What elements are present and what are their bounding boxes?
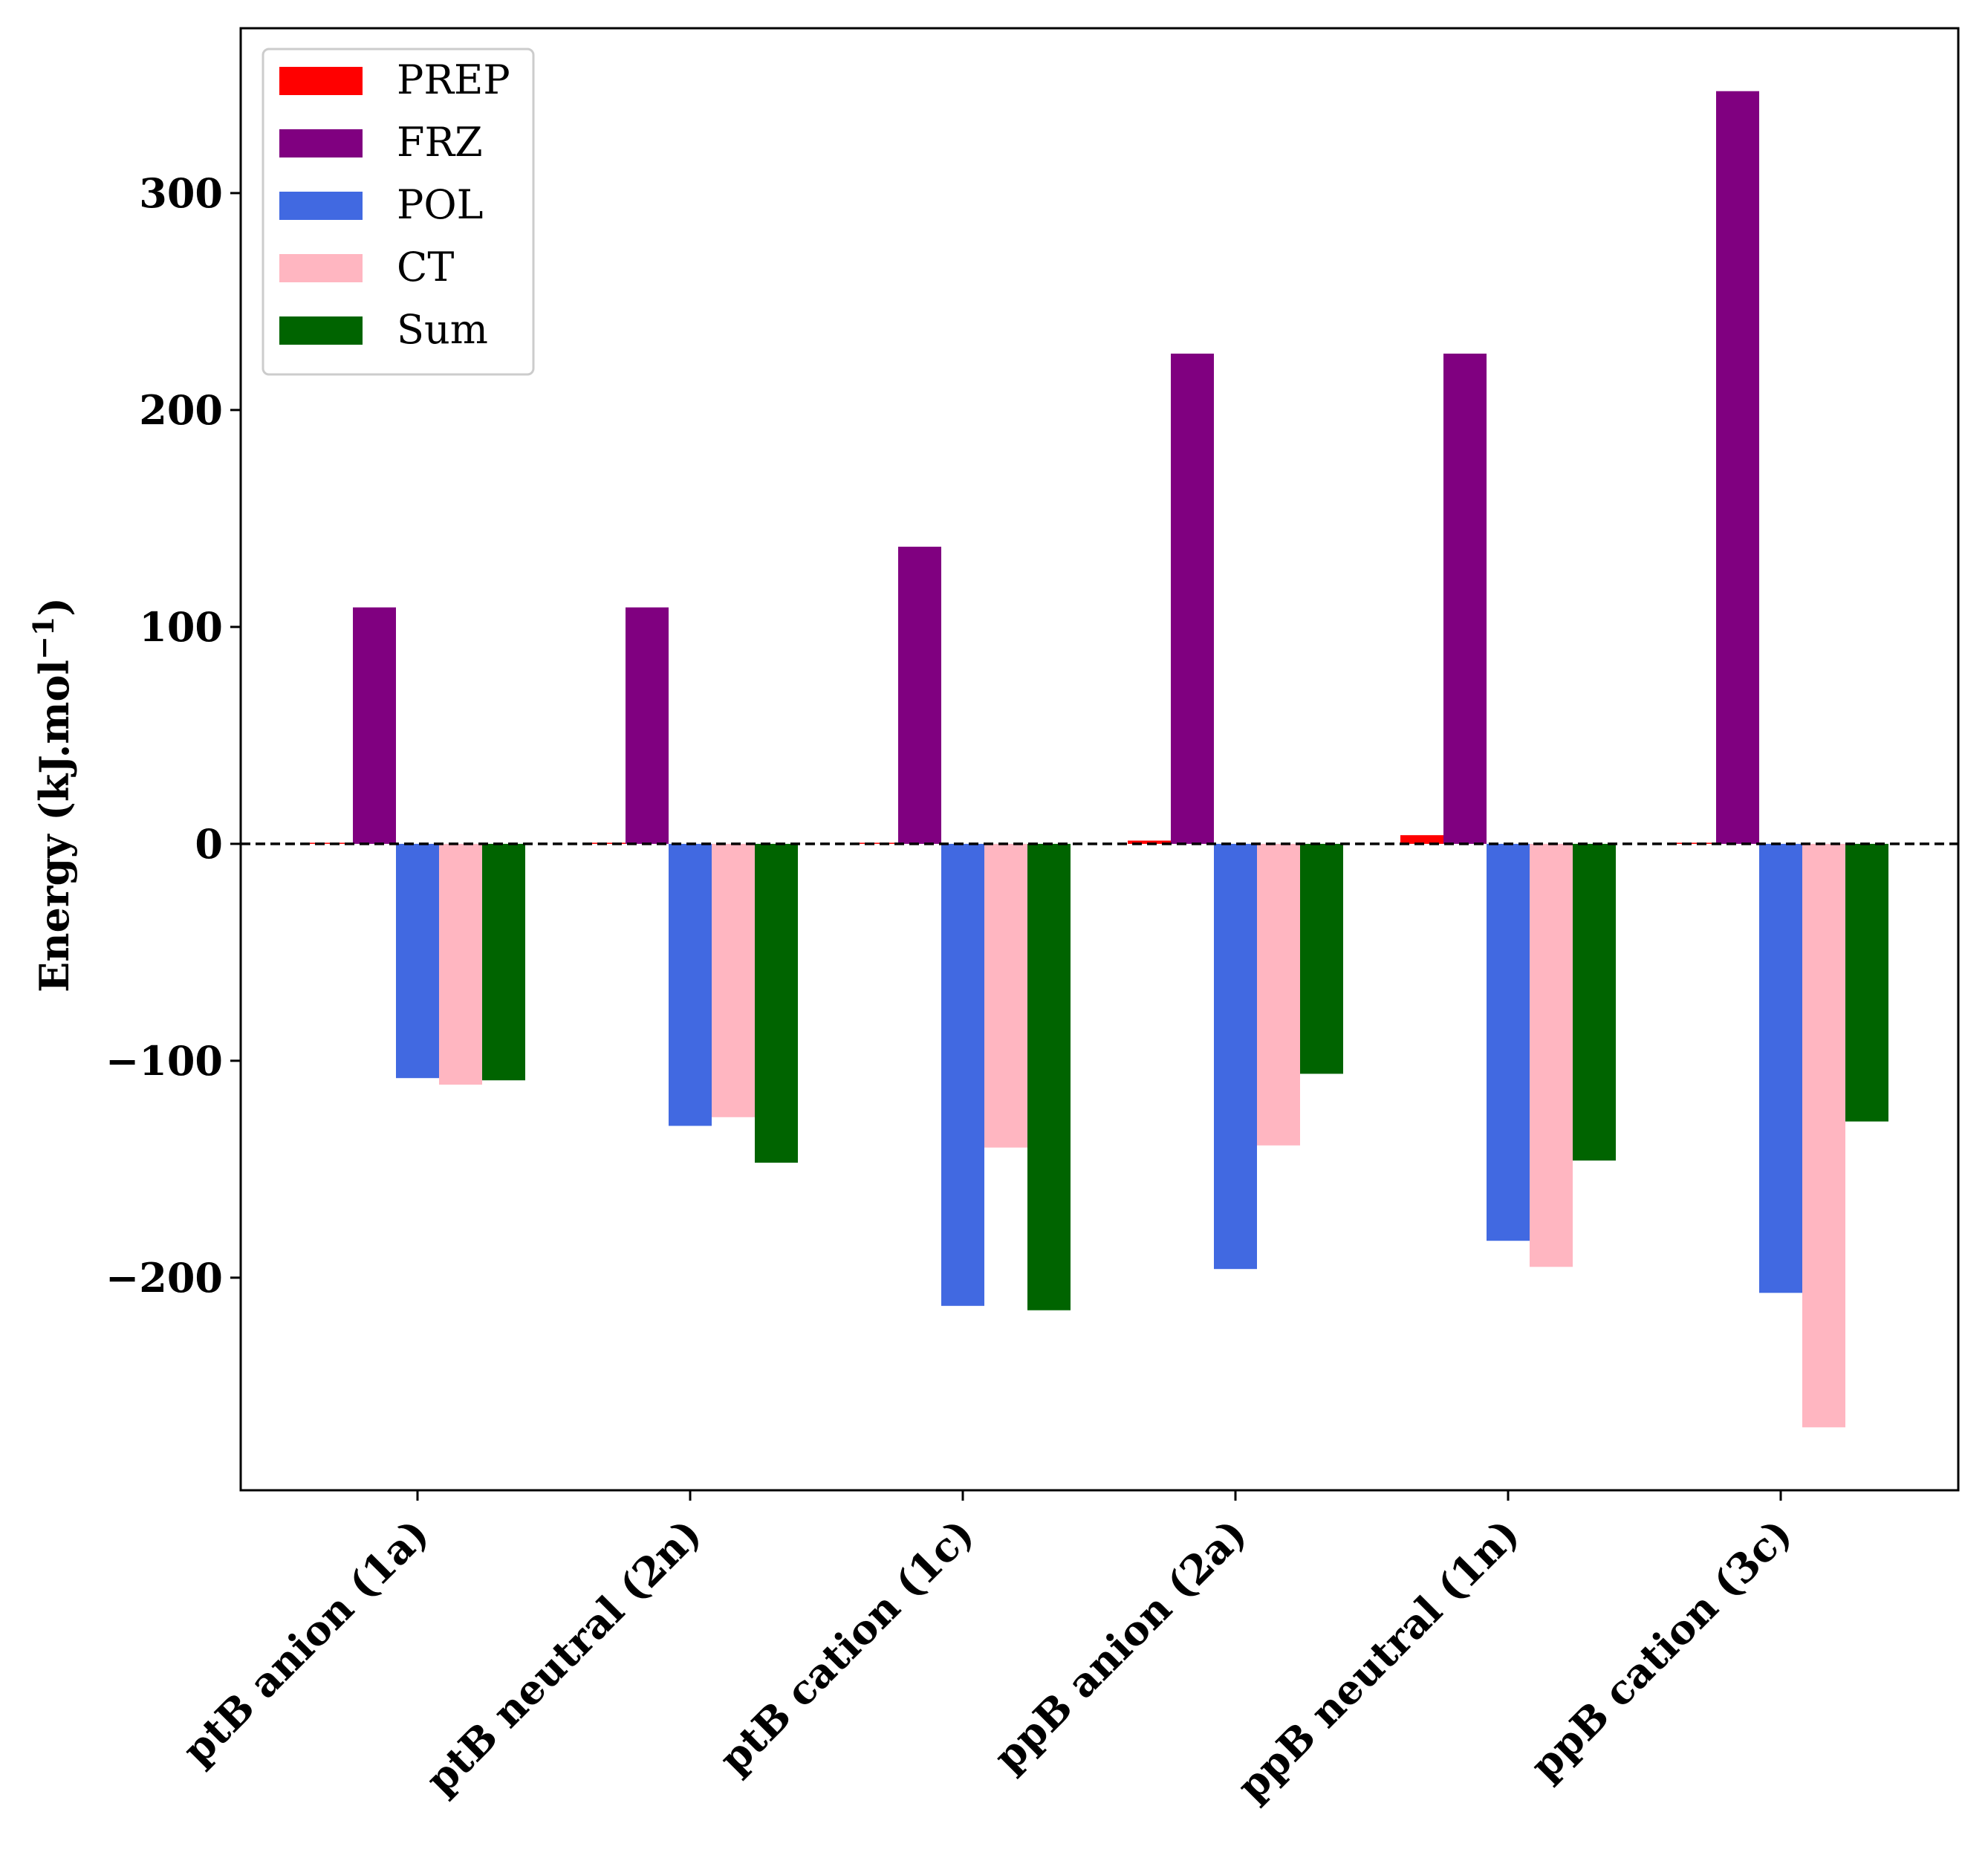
bar-ct-6 [1802, 843, 1845, 1428]
y-tick-label: 0 [195, 820, 223, 868]
bar-pol-3 [941, 843, 984, 1306]
bar-sum-4 [1300, 843, 1343, 1074]
legend-label-prep: PREP [397, 56, 510, 103]
legend-swatch-frz [279, 129, 363, 157]
y-axis-title-main: Energy (kJ.mol [30, 660, 78, 993]
bar-frz-2 [626, 607, 669, 844]
bar-pol-5 [1487, 843, 1530, 1241]
legend-label-sum: Sum [397, 306, 488, 353]
legend-label-ct: CT [397, 244, 454, 290]
y-axis-title-close: ) [30, 597, 78, 617]
bar-prep-5 [1400, 835, 1443, 844]
legend: PREP FRZ POL CT Sum [262, 48, 535, 376]
bar-sum-5 [1573, 843, 1616, 1161]
bar-ct-4 [1257, 843, 1300, 1146]
legend-swatch-pol [279, 192, 363, 220]
bar-sum-6 [1845, 843, 1888, 1122]
bar-frz-6 [1716, 91, 1759, 844]
bar-sum-3 [1027, 843, 1071, 1310]
y-axis-title: Energy (kJ.mol−1) [27, 597, 78, 993]
y-tick-label: −200 [105, 1254, 223, 1302]
bar-ct-1 [439, 843, 482, 1085]
bar-ct-5 [1530, 843, 1573, 1267]
bar-frz-5 [1443, 354, 1487, 844]
legend-swatch-sum [279, 316, 363, 345]
y-axis-title-superscript: −1 [27, 617, 60, 660]
bar-ct-2 [712, 843, 755, 1117]
bar-ct-3 [984, 843, 1027, 1148]
y-tick-label: 200 [139, 386, 223, 434]
bar-prep-6 [1673, 842, 1716, 844]
legend-swatch-prep [279, 67, 363, 95]
legend-label-frz: FRZ [397, 119, 483, 166]
bar-pol-6 [1759, 843, 1802, 1293]
bar-sum-1 [482, 843, 525, 1081]
y-axis: −200 −100 0 100 200 300 [105, 169, 241, 1302]
bar-sum-2 [755, 843, 798, 1163]
bar-pol-1 [396, 843, 439, 1079]
y-tick-label: 100 [139, 603, 223, 651]
bar-frz-1 [353, 607, 396, 844]
legend-swatch-ct [279, 254, 363, 282]
plot-frame [239, 27, 1960, 1492]
y-tick-label: 300 [139, 169, 223, 217]
y-tick-label: −100 [105, 1037, 223, 1085]
bar-prep-4 [1128, 840, 1171, 844]
bars-group [310, 91, 1888, 1428]
bar-pol-4 [1214, 843, 1257, 1270]
bar-frz-4 [1171, 354, 1214, 844]
bar-frz-3 [898, 546, 941, 844]
legend-label-pol: POL [397, 181, 483, 228]
bar-prep-3 [855, 842, 898, 844]
bar-pol-2 [669, 843, 712, 1126]
